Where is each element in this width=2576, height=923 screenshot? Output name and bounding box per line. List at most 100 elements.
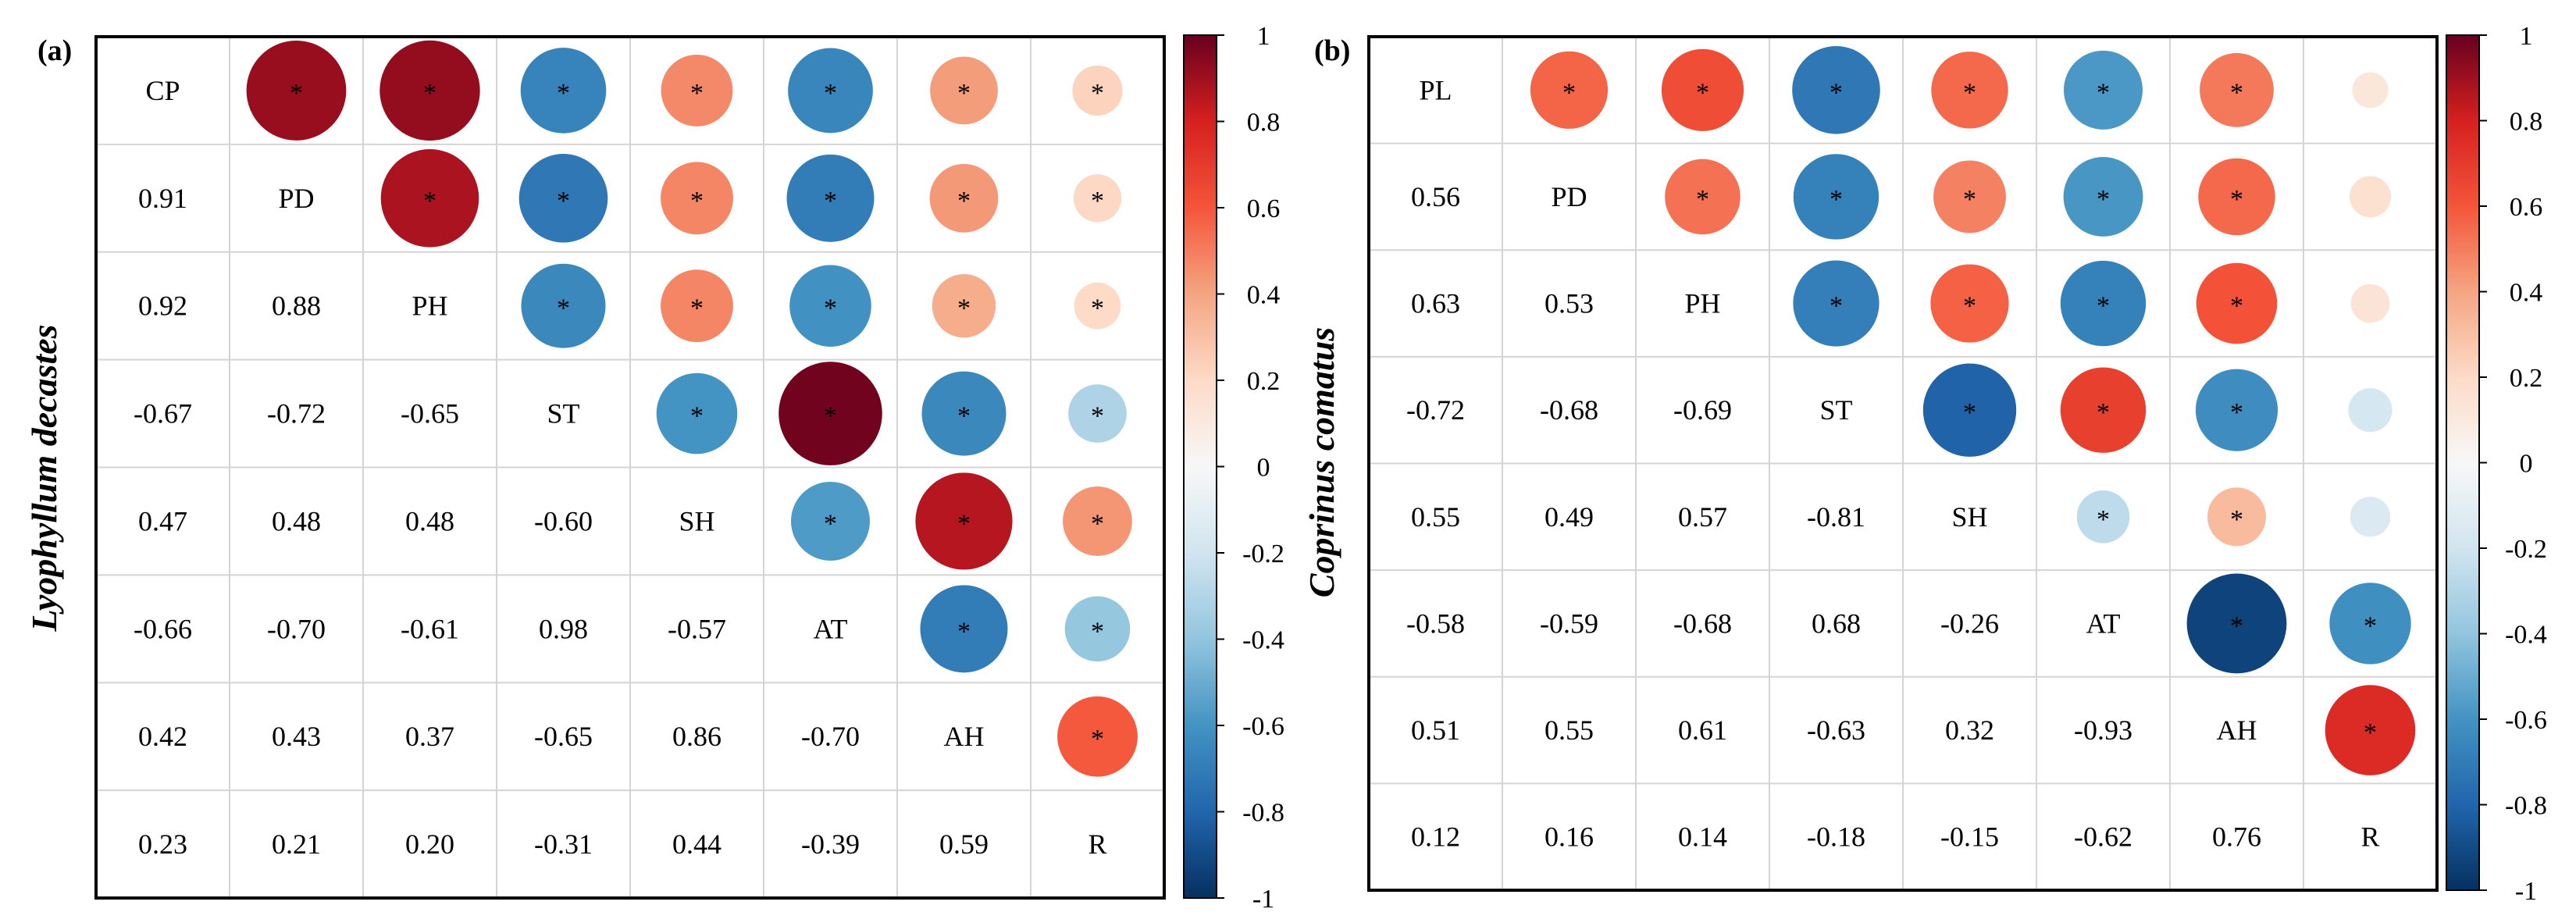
panel-a-frame [94,35,1166,900]
colorbar-tick-label: -0.6 [2505,706,2547,735]
correlation-circle [2064,50,2143,130]
correlation-circle [661,162,733,235]
correlation-value: 0.56 [1411,181,1460,212]
correlation-circle [380,149,479,248]
correlation-circle [786,154,875,242]
correlation-value: 0.44 [672,829,721,860]
colorbar-tick-label: -0.6 [1242,712,1284,741]
correlation-circle [2350,283,2390,323]
correlation-circle [1057,696,1138,777]
correlation-circle [661,269,733,343]
significance-star: * [1091,617,1104,646]
correlation-value: -0.57 [668,613,726,644]
correlation-value: -0.63 [1807,715,1865,746]
correlation-circle [920,585,1008,673]
colorbar-tick-label: -0.4 [1242,626,1284,655]
significance-star: * [2097,505,2110,534]
correlation-circle [2195,369,2278,451]
correlation-circle [791,481,870,561]
diagonal-label: PD [1551,181,1587,212]
correlation-circle [1074,282,1121,330]
correlation-value: 0.47 [138,505,187,536]
correlation-circle [930,56,998,125]
correlation-circle [1922,363,2017,457]
significance-star: * [2230,185,2243,214]
correlation-value: -0.69 [1673,394,1732,426]
correlation-circle [2196,262,2278,344]
correlation-circle [2352,72,2389,109]
correlation-circle [1530,51,1609,129]
correlation-circle [1661,48,1744,131]
significance-star: * [2230,611,2243,640]
significance-star: * [824,509,837,538]
correlation-value: -0.39 [801,829,860,860]
correlation-circle [1073,174,1122,223]
significance-star: * [1830,292,1843,321]
significance-star: * [957,509,971,538]
correlation-circle [1063,486,1132,556]
correlation-circle [518,154,608,243]
correlation-value: 0.86 [672,721,721,752]
significance-star: * [1091,402,1104,431]
diagonal-label: AT [2086,608,2121,639]
significance-star: * [1830,78,1843,107]
correlation-matrix-a: CP * * * * * * * 0.91 PD * * * * * * 0.92 0.88 PH * * * * * -0.6… [96,37,1164,898]
correlation-circle [1793,260,1879,347]
correlation-value: -0.61 [401,613,459,644]
correlation-value: -0.18 [1807,821,1865,853]
correlation-value: 0.16 [1545,821,1594,853]
colorbar-tick-label: -1 [2515,877,2537,906]
correlation-value: -0.68 [1673,608,1732,639]
significance-star: * [690,79,704,108]
correlation-value: 0.61 [1678,715,1727,746]
correlation-circle [1072,65,1123,116]
colorbar-tick-label: 0.6 [1247,194,1281,223]
correlation-circle [2200,52,2274,127]
correlation-value: 0.55 [1545,715,1594,746]
correlation-circle [1064,596,1131,662]
correlation-value: 0.53 [1545,288,1594,319]
correlation-circle [1933,160,2006,233]
correlation-circle [2063,157,2143,237]
correlation-value: 0.48 [405,505,454,536]
diagonal-label: CP [145,75,180,106]
correlation-value: 0.63 [1411,288,1460,319]
correlation-value: -0.68 [1540,394,1598,426]
significance-star: * [957,187,971,216]
colorbar-tick-label: 0 [2520,450,2533,479]
significance-star: * [557,187,570,216]
significance-star: * [690,402,704,431]
correlation-circle [1793,154,1879,240]
correlation-circle [520,48,607,134]
significance-star: * [1091,79,1104,108]
significance-star: * [2230,398,2243,427]
correlation-circle [932,273,996,338]
correlation-circle [1665,159,1740,235]
colorbar-tick-label: 1 [2520,22,2533,51]
colorbar-tick-label: 0.2 [1247,367,1281,396]
colorbar-a: 1 0.8 0.6 0.4 0.2 0 -0.2 -0.4 -0.6 -0.8 -1 [1183,22,1284,914]
correlation-value: -0.26 [1940,608,1999,639]
correlation-circle [246,41,347,141]
correlation-matrix-b: PL * * * * * * 0.56 PD * * * * * 0.63 0.53 PH * * * * -0.72 -0… [1369,37,2437,890]
significance-star: * [2364,611,2377,640]
correlation-value: -0.59 [1540,608,1598,639]
significance-star: * [1696,185,1709,214]
diagonal-label: AT [814,613,848,644]
diagonal-label: AH [2217,715,2257,746]
correlation-circle [915,472,1013,570]
diagonal-label: SH [1951,501,1987,533]
correlation-circle [2186,573,2287,674]
diagonal-label: ST [547,398,579,429]
correlation-value: 0.98 [539,613,588,644]
correlation-circle [929,163,999,233]
correlation-value: 0.55 [1411,501,1460,533]
correlation-value: -0.15 [1940,821,1999,853]
correlation-value: -0.66 [134,613,192,644]
significance-star: * [824,79,837,108]
correlation-value: 0.68 [1812,608,1861,639]
significance-star: * [1963,185,1976,214]
correlation-circle [2348,388,2393,433]
significance-star: * [824,402,837,431]
correlation-circle [1931,52,2008,129]
